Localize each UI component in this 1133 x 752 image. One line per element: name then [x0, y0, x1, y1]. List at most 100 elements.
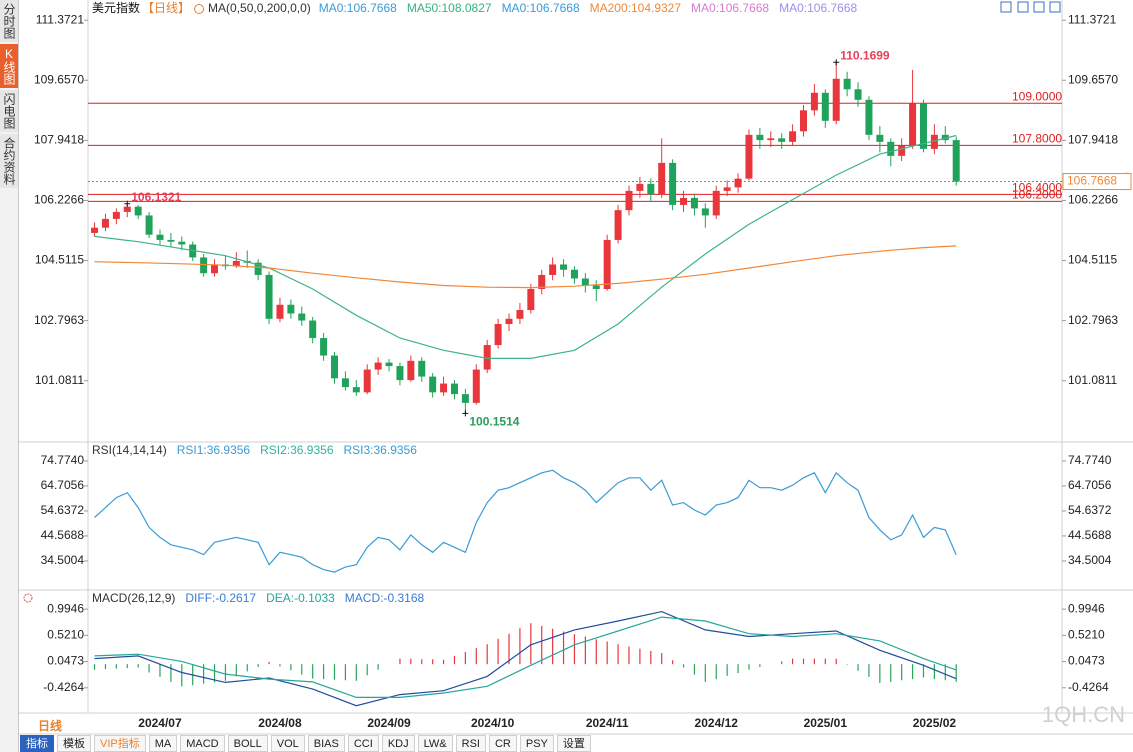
candle-body	[560, 264, 568, 270]
series-line	[94, 469, 957, 573]
last-price-label: 106.7668	[1067, 174, 1117, 188]
candle-body	[800, 110, 808, 132]
candle-body	[352, 387, 360, 393]
candle-body	[265, 274, 273, 319]
candle-body	[952, 140, 960, 182]
series-line	[94, 134, 957, 359]
x-tick-label: 2024/09	[367, 716, 411, 730]
candle-body	[821, 92, 829, 121]
sidebar-tab[interactable]: 合约资料	[0, 134, 18, 188]
candle-body	[778, 138, 786, 142]
window-icons[interactable]	[1000, 1, 1061, 13]
toolbar-tab[interactable]: BOLL	[227, 735, 268, 752]
candle-body	[101, 218, 109, 228]
icon	[194, 4, 205, 14]
candle-body	[178, 241, 186, 245]
icon[interactable]	[1049, 1, 1061, 13]
y-tick-label: 111.3721	[1068, 12, 1117, 26]
legend-entry: MA0:106.7668	[319, 1, 397, 15]
toolbar-tab[interactable]: LW&	[417, 735, 453, 752]
candle-body	[309, 320, 317, 339]
toolbar-tab[interactable]: MACD	[180, 735, 225, 752]
y-tick-label: 0.0473	[1068, 654, 1105, 668]
series-line	[94, 616, 957, 698]
y-tick-label: 34.5004	[1068, 553, 1112, 567]
y-tick-label: 0.9946	[47, 601, 84, 615]
legend-entry: DEA:-0.1033	[266, 591, 335, 605]
sidebar-tab[interactable]: K线图	[0, 44, 18, 88]
toolbar-tab[interactable]: CR	[488, 735, 517, 752]
chart-title: 美元指数	[92, 0, 140, 15]
candle-body	[712, 190, 720, 216]
candle-body	[723, 187, 731, 191]
y-tick-label: 109.6570	[34, 72, 84, 86]
legend-entry: MA200:104.9327	[590, 1, 682, 15]
indicator-label: MA(0,50,0,200,0,0)	[208, 1, 311, 15]
legend-entry: MA0:106.7668	[691, 1, 769, 15]
icon[interactable]	[1000, 1, 1012, 13]
candle-body	[854, 89, 862, 100]
toolbar-tab[interactable]: 模板	[57, 735, 91, 752]
icon[interactable]	[1033, 1, 1045, 13]
chart-period: 【日线】	[142, 1, 190, 15]
sidebar-tab[interactable]: 分时图	[0, 0, 18, 42]
candle-body	[570, 269, 578, 279]
candle-body	[287, 304, 295, 314]
y-tick-label: 0.5210	[1068, 628, 1105, 642]
sidebar: 分时图 K线图 闪电图 合约资料	[0, 0, 19, 752]
y-tick-label: 74.7740	[41, 453, 85, 467]
candle-body	[647, 183, 655, 195]
candle-body	[789, 131, 797, 142]
y-tick-label: 0.9946	[1068, 601, 1105, 615]
icon[interactable]	[1017, 1, 1029, 13]
toolbar-tab[interactable]: MA	[148, 735, 178, 752]
candle-body	[549, 264, 557, 275]
candle-body	[930, 134, 938, 149]
extreme-label: 100.1514	[469, 414, 519, 428]
candle-body	[887, 141, 895, 156]
y-tick-label: 64.7056	[1068, 478, 1112, 492]
candle-body	[167, 239, 175, 242]
toolbar-tab[interactable]: VOL	[270, 735, 305, 752]
y-tick-label: 44.5688	[1068, 528, 1112, 542]
y-tick-label: 64.7056	[41, 478, 85, 492]
candle-body	[440, 383, 448, 393]
toolbar-tab[interactable]: 设置	[556, 735, 591, 752]
toolbar-tab[interactable]: PSY	[519, 735, 554, 752]
sidebar-tab[interactable]: 闪电图	[0, 90, 18, 132]
candle-body	[112, 211, 120, 219]
x-tick-label: 2025/01	[804, 716, 848, 730]
candle-body	[810, 92, 818, 111]
toolbar-tab[interactable]: CCI	[347, 735, 379, 752]
toolbar-tab[interactable]: 指标	[20, 735, 54, 752]
candle-body	[527, 288, 535, 311]
x-tick-label: 2025/02	[913, 716, 957, 730]
legend-entry: MA50:108.0827	[407, 1, 492, 15]
candle-body	[636, 183, 644, 191]
x-tick-label: 2024/07	[138, 716, 182, 730]
period-label[interactable]: 日线	[38, 718, 62, 733]
candle-body	[581, 278, 589, 286]
toolbar-tab[interactable]: VIP指标	[94, 735, 146, 752]
candle-body	[200, 257, 208, 274]
candle-body	[538, 274, 546, 289]
x-tick-label: 2024/11	[586, 716, 629, 730]
candle-body	[330, 355, 338, 379]
legend-entry: RSI1:36.9356	[177, 443, 251, 457]
legend-entry: RSI3:36.9356	[344, 443, 418, 457]
candle-body	[516, 310, 524, 319]
toolbar-tab[interactable]: BIAS	[307, 735, 345, 752]
candle-body	[919, 103, 927, 149]
legend-entry: RSI2:36.9356	[260, 443, 334, 457]
y-tick-label: 101.0811	[1068, 373, 1117, 387]
candle-body	[745, 134, 753, 179]
extreme-marker	[462, 410, 469, 417]
y-tick-label: 107.9418	[34, 133, 84, 147]
candle-body	[756, 134, 764, 141]
toolbar-tab[interactable]: KDJ	[381, 735, 415, 752]
y-tick-label: -0.4264	[1068, 680, 1109, 694]
candle-body	[472, 369, 480, 403]
toolbar-tab[interactable]: RSI	[455, 735, 486, 752]
extreme-marker	[833, 59, 840, 66]
candle-body	[385, 362, 393, 367]
